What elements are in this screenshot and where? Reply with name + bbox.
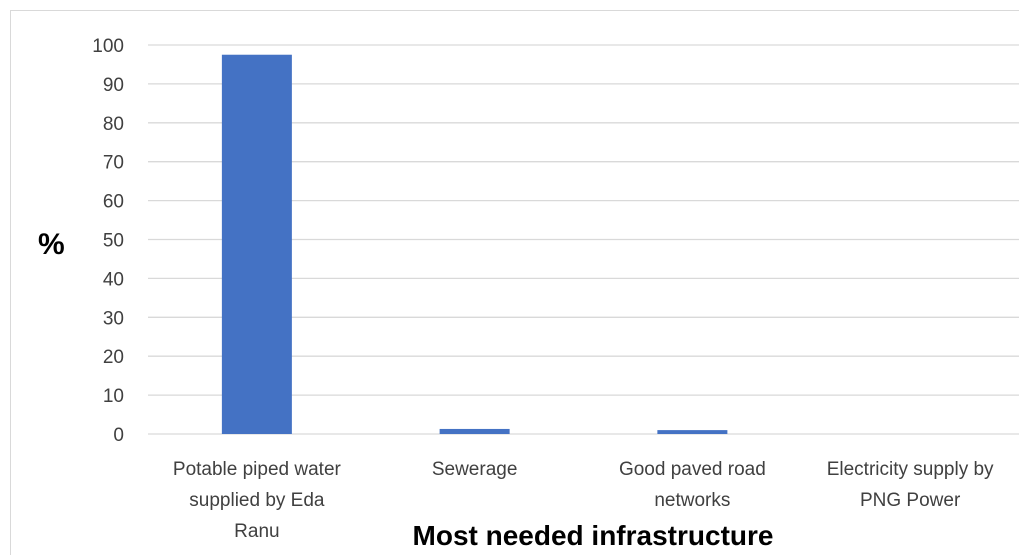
- y-tick-label: 70: [103, 153, 124, 174]
- y-tick-label: 10: [103, 386, 124, 407]
- y-tick-labels: 0 10 20 30 40 50 60 70 80 90 100: [92, 36, 124, 446]
- category-label-line: PNG Power: [860, 490, 961, 511]
- category-labels: Potable piped water supplied by Eda Ranu Se…: [173, 459, 994, 542]
- category-label-line: Potable piped water: [173, 459, 342, 480]
- category-label: Electricity supply by PNG Power: [827, 459, 994, 511]
- y-tick-label: 30: [103, 308, 124, 329]
- gridlines: [148, 44, 1019, 435]
- y-tick-label: 40: [103, 269, 124, 290]
- category-label-line: Ranu: [234, 521, 279, 542]
- category-label-line: Sewerage: [432, 459, 518, 480]
- bar: [657, 430, 728, 434]
- category-label: Good paved road networks: [619, 459, 766, 511]
- y-tick-label: 20: [103, 347, 124, 368]
- category-label-line: supplied by Eda: [189, 490, 325, 511]
- y-axis-label: %: [38, 228, 65, 261]
- y-tick-label: 80: [103, 114, 124, 135]
- category-label-line: networks: [654, 490, 730, 511]
- category-label: Sewerage: [432, 459, 518, 480]
- category-label-line: Electricity supply by: [827, 459, 994, 480]
- category-label: Potable piped water supplied by Eda Ranu: [173, 459, 342, 542]
- chart-border: [10, 10, 1019, 555]
- x-axis-label: Most needed infrastructure: [413, 520, 774, 551]
- y-tick-label: 0: [113, 425, 124, 446]
- y-tick-label: 60: [103, 192, 124, 213]
- bar: [439, 428, 510, 434]
- y-tick-label: 90: [103, 75, 124, 96]
- category-label-line: Good paved road: [619, 459, 766, 480]
- y-tick-label: 100: [92, 36, 124, 57]
- bars: [221, 54, 728, 434]
- bar: [221, 54, 292, 434]
- y-tick-label: 50: [103, 231, 124, 252]
